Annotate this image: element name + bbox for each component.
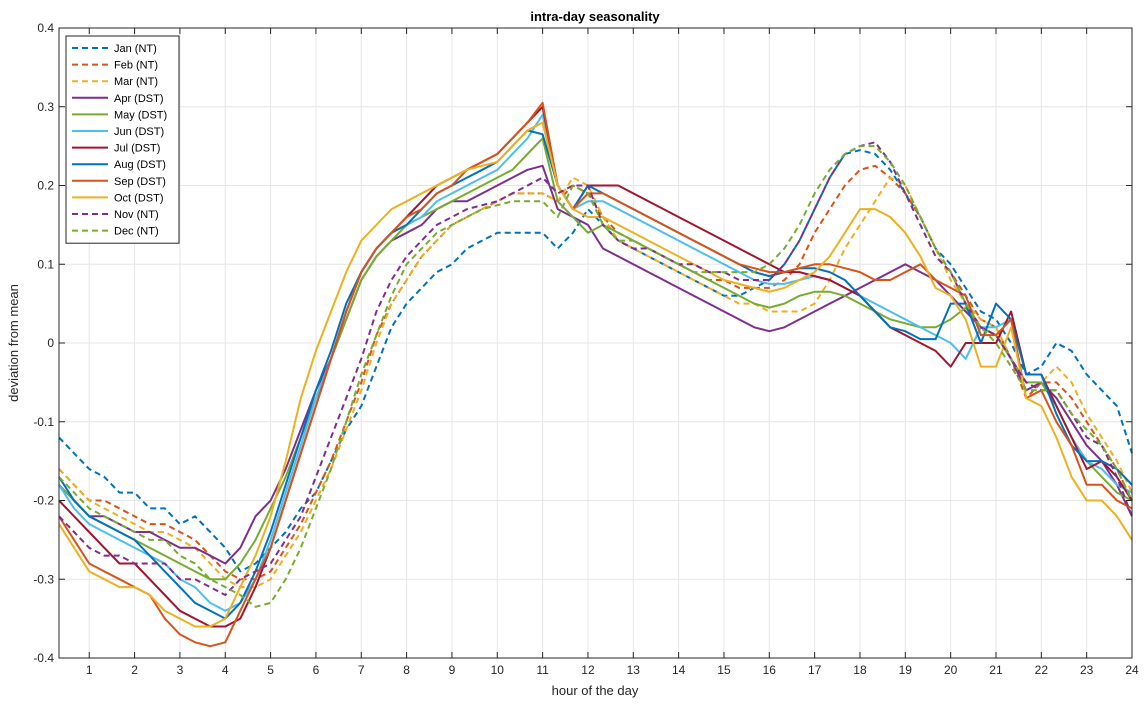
x-tick-label: 4: [222, 663, 229, 677]
legend-label: Oct (DST): [114, 192, 164, 204]
y-axis-ticks: -0.4 -0.3 -0.2 -0.1 0 0.1 0.2 0.3 0.4: [33, 21, 1132, 665]
legend-label: Sep (DST): [114, 176, 166, 188]
grid: [59, 27, 1133, 659]
y-tick-label: 0: [47, 336, 54, 350]
x-tick-label: 24: [1125, 663, 1139, 677]
legend-box: [65, 35, 180, 244]
x-tick-label: 8: [403, 663, 410, 677]
x-tick-label: 20: [944, 663, 958, 677]
y-tick-label: -0.2: [33, 494, 54, 508]
x-tick-label: 18: [853, 663, 867, 677]
x-tick-label: 13: [627, 663, 641, 677]
x-tick-label: 3: [177, 663, 184, 677]
x-axis-ticks: 1 2 3 4 5 6 7 8 9 10 11 12 13 14 15 16 17 18 19 20 21 22 23 24: [86, 28, 1139, 677]
series-lines: [58, 101, 1133, 648]
series-line-sep: [58, 101, 1133, 648]
y-axis-label: deviation from mean: [6, 284, 21, 402]
legend-label: Mar (NT): [114, 76, 158, 88]
y-tick-label: -0.4: [33, 651, 54, 665]
x-tick-label: 23: [1080, 663, 1094, 677]
legend-label: Feb (NT): [114, 60, 158, 72]
series-line-jul: [58, 105, 1133, 628]
legend-label: Nov (NT): [114, 209, 159, 221]
y-tick-label: 0.1: [37, 257, 54, 271]
y-tick-label: -0.3: [33, 572, 54, 586]
x-tick-label: 5: [267, 663, 274, 677]
x-tick-label: 15: [717, 663, 731, 677]
series-line-may: [58, 137, 1133, 581]
y-tick-label: 0.3: [37, 100, 54, 114]
x-tick-label: 16: [763, 663, 777, 677]
legend-label: Aug (DST): [114, 159, 166, 171]
x-axis-label: hour of the day: [552, 683, 639, 698]
y-tick-label: 0.4: [37, 21, 54, 35]
x-tick-label: 12: [581, 663, 595, 677]
x-tick-label: 17: [808, 663, 822, 677]
series-line-aug: [58, 129, 1133, 620]
legend-label: May (DST): [114, 109, 167, 121]
x-tick-label: 19: [899, 663, 913, 677]
x-tick-label: 10: [491, 663, 505, 677]
x-tick-label: 9: [449, 663, 456, 677]
series-line-dec: [58, 145, 1133, 608]
x-tick-label: 21: [989, 663, 1003, 677]
series-line-oct: [58, 121, 1133, 628]
legend: Jan (NT) Feb (NT) Mar (NT) Apr (DST) May (DS…: [65, 35, 180, 244]
legend-label: Apr (DST): [114, 93, 164, 105]
x-tick-label: 11: [536, 663, 549, 677]
legend-label: Dec (NT): [114, 226, 159, 238]
x-tick-label: 7: [358, 663, 365, 677]
x-tick-label: 14: [672, 663, 686, 677]
x-tick-label: 2: [131, 663, 138, 677]
y-tick-label: 0.2: [37, 179, 54, 193]
legend-label: Jan (NT): [114, 43, 157, 55]
x-tick-label: 22: [1035, 663, 1049, 677]
chart-title: intra-day seasonality: [530, 9, 660, 24]
legend-label: Jul (DST): [114, 143, 160, 155]
x-tick-label: 6: [313, 663, 320, 677]
x-tick-label: 1: [86, 663, 93, 677]
legend-label: Jun (DST): [114, 126, 164, 138]
y-tick-label: -0.1: [33, 415, 54, 429]
